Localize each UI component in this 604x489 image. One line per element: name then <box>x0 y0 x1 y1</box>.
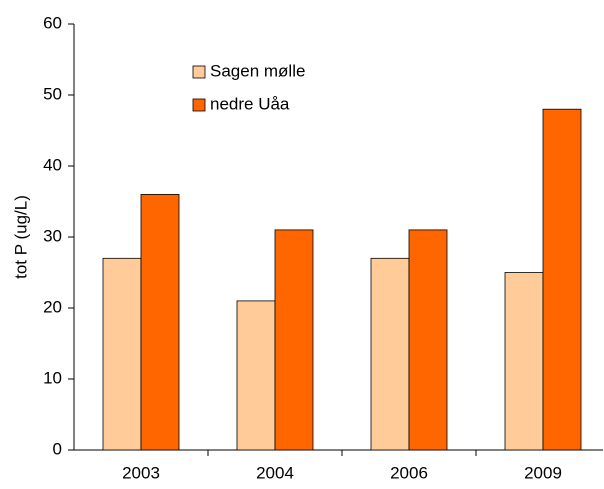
bar <box>140 193 180 451</box>
x-tick-label: 2004 <box>256 463 294 482</box>
y-axis-label: tot P (ug/L) <box>11 195 30 279</box>
y-tick-label: 30 <box>43 226 62 245</box>
bar <box>504 272 544 451</box>
y-tick-label: 10 <box>43 368 62 387</box>
x-tick-label: 2003 <box>122 463 160 482</box>
bar <box>236 300 276 451</box>
bar <box>274 229 314 451</box>
legend-swatch <box>192 65 206 79</box>
y-tick-label: 60 <box>43 13 62 32</box>
y-tick-label: 0 <box>53 439 62 458</box>
y-tick-label: 20 <box>43 297 62 316</box>
legend-label: nedre Uåa <box>210 94 290 113</box>
x-tick-label: 2006 <box>390 463 428 482</box>
bar <box>102 257 142 451</box>
y-tick-label: 40 <box>43 155 62 174</box>
y-tick-label: 50 <box>43 84 62 103</box>
legend-label: Sagen mølle <box>210 61 305 80</box>
legend-swatch <box>192 98 206 112</box>
bar <box>542 108 582 451</box>
x-tick-label: 2009 <box>524 463 562 482</box>
bar <box>408 229 448 451</box>
bar <box>370 257 410 451</box>
